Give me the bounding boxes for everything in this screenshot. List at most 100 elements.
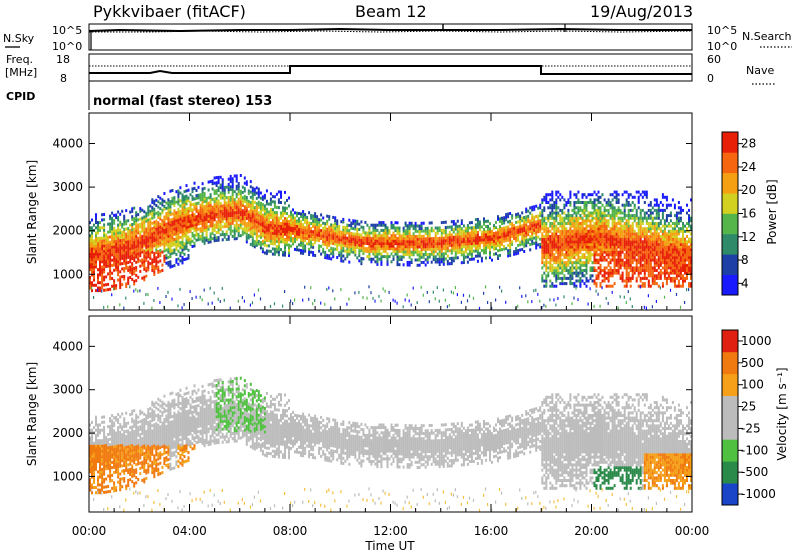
power-cell [420,245,423,249]
power-cell [583,214,586,218]
power-cell [201,190,204,194]
power-cell [392,234,395,238]
power-cell [418,258,421,262]
power-cell [637,242,640,246]
power-cell [376,244,379,248]
power-cell [304,220,307,224]
power-cell [231,193,234,196]
power-cell [460,229,463,233]
power-cell [346,302,348,306]
power-cell [155,235,158,239]
power-cell [304,244,307,248]
power-cell [177,194,180,198]
power-cell [587,232,590,236]
power-cell [643,248,646,252]
power-cell [229,177,232,181]
power-cell [639,248,642,252]
power-cell [237,189,240,193]
power-cell [499,243,502,247]
power-cell [177,304,179,308]
power-cell [179,204,182,208]
power-cell [599,250,602,254]
power-cell [541,201,544,204]
power-cell [215,181,218,185]
power-cell [308,242,311,246]
power-cell [412,250,415,254]
power-cell [402,263,405,267]
power-cell [173,219,176,223]
power-cell [275,237,278,241]
power-cell [487,227,490,231]
power-cell [585,201,588,204]
power-cell [131,257,134,260]
power-cell [553,219,556,223]
power-cell [422,245,425,249]
power-cell [201,237,204,241]
power-cell [330,226,333,229]
power-cell [189,216,192,220]
power-cell [187,248,190,252]
power-cell [438,247,441,251]
power-cell [485,230,488,234]
power-cell [384,242,387,245]
power-cell [384,249,387,253]
power-cell [229,208,232,212]
power-cell [549,263,552,267]
power-cell [577,279,580,283]
power-cell [352,232,355,236]
power-cell [410,237,413,241]
power-cell [551,263,554,267]
power-cell [448,243,451,247]
power-cell [338,227,341,231]
power-cell [165,243,168,247]
power-cell [179,243,182,247]
power-cell [261,221,264,225]
power-cell [229,229,232,233]
power-cell [585,203,588,207]
power-cell [159,228,162,232]
power-cell [597,216,600,220]
power-cell [416,253,419,257]
power-cell [575,216,578,220]
power-cell [203,200,206,203]
power-cell [284,240,287,244]
power-cell [557,206,560,210]
power-cell [257,213,260,217]
power-cell [573,256,576,259]
power-cell [282,230,285,233]
power-cell [169,200,172,204]
power-cell [334,226,337,230]
power-cell [298,243,301,247]
power-cell [255,212,258,216]
power-cell [631,248,634,252]
power-cell [269,239,272,243]
nsearch-label: N.Search [742,30,792,43]
power-cell [639,271,642,275]
power-cell [637,256,640,259]
power-cell [374,242,377,245]
power-cell [131,207,134,211]
power-cell [101,276,104,279]
power-cell [306,221,309,225]
power-cell [549,245,552,249]
power-cell [617,235,620,238]
power-cell [561,224,564,228]
power-cell [233,203,236,207]
power-cell [631,274,634,278]
power-cell [641,229,644,233]
power-cell [181,237,184,241]
power-cell [527,300,529,304]
power-cell [239,213,242,217]
power-cell [171,225,174,229]
power-cell [398,255,401,259]
power-cell [119,254,122,258]
power-cell [183,224,186,228]
power-cell [155,251,158,255]
power-cell [553,240,556,244]
power-cell [589,248,592,252]
power-cell [123,222,126,226]
power-cell [553,269,556,272]
power-cell [358,248,361,252]
power-cell [261,239,264,243]
power-cell [376,247,379,251]
